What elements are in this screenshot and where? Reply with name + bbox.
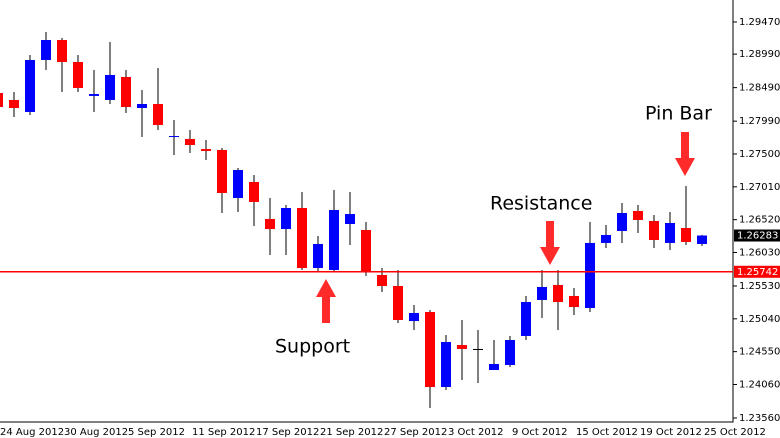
y-tick-label: 1.26030 (739, 247, 780, 258)
candle-body (137, 103, 147, 109)
y-tick-label: 1.27990 (739, 116, 780, 127)
x-tick-label: 9 Oct 2012 (512, 427, 567, 438)
x-tick-label: 24 Aug 2012 (0, 427, 64, 438)
candle-body (313, 243, 323, 269)
arrow-down (540, 221, 560, 265)
x-tick-label: 5 Sep 2012 (128, 427, 185, 438)
y-tick-label: 1.25530 (739, 281, 780, 292)
candle-body (633, 211, 643, 220)
candle-body (409, 312, 419, 322)
candle-body (25, 59, 35, 112)
y-tick-label: 1.27500 (739, 149, 780, 160)
x-tick-label: 25 Oct 2012 (704, 427, 766, 438)
candle-body (105, 74, 115, 100)
annotation: Pin Bar (645, 103, 712, 125)
candle-body (489, 363, 499, 371)
x-tick-label: 15 Oct 2012 (576, 427, 638, 438)
candle-body (665, 222, 675, 243)
candle-body (297, 207, 307, 269)
candle-body (553, 284, 563, 302)
y-tick-label: 1.24550 (739, 347, 780, 358)
candle-body (217, 149, 227, 193)
arrow-down (675, 132, 695, 176)
price-label: 1.26283 (737, 231, 778, 242)
candle-body (377, 274, 387, 286)
candle-body (41, 40, 51, 60)
x-tick-label: 3 Oct 2012 (448, 427, 503, 438)
candle-body (505, 339, 515, 365)
y-tick-label: 1.29470 (739, 17, 780, 28)
y-tick-label: 1.28990 (739, 49, 780, 60)
candle-body (265, 218, 275, 230)
candle-body (9, 99, 19, 109)
candle-body (457, 345, 467, 349)
candle-body (57, 40, 67, 62)
candle-body (585, 242, 595, 309)
candle-body (569, 295, 579, 308)
candle-body (681, 228, 691, 242)
candle-body (649, 220, 659, 241)
annotation: Support (275, 336, 350, 358)
annotation: Resistance (490, 193, 592, 215)
candle-body (249, 181, 259, 202)
y-tick-label: 1.23560 (739, 413, 780, 424)
candle-body (201, 149, 211, 151)
arrows (316, 132, 695, 323)
y-tick-label: 1.28490 (739, 83, 780, 94)
plot-frame (0, 0, 734, 423)
x-tick-label: 21 Sep 2012 (320, 427, 383, 438)
y-tick-label: 1.25040 (739, 314, 780, 325)
candle-body (521, 301, 531, 336)
level-label: 1.25742 (737, 267, 778, 278)
x-tick-label: 11 Sep 2012 (192, 427, 255, 438)
candle-body (329, 209, 339, 270)
candle-body (121, 76, 131, 108)
level-label-box (734, 265, 780, 278)
x-tick-label: 17 Sep 2012 (256, 427, 319, 438)
y-tick-label: 1.26520 (739, 215, 780, 226)
candle-body (537, 286, 547, 300)
candle-body (169, 136, 179, 138)
x-tick-label: 19 Oct 2012 (640, 427, 702, 438)
candle-body (281, 207, 291, 230)
candle-body (233, 169, 243, 199)
y-tick-label: 1.24060 (739, 379, 780, 390)
candle-body (393, 285, 403, 321)
x-tick-label: 27 Sep 2012 (384, 427, 447, 438)
plot (0, 31, 707, 408)
candle-body (473, 348, 483, 350)
x-tick-label: 30 Aug 2012 (64, 427, 128, 438)
candle-body (441, 341, 451, 388)
price-label-box (734, 229, 780, 242)
candle-body (697, 235, 707, 244)
candle-body (601, 234, 611, 243)
candle-body (361, 229, 371, 272)
candle-body (153, 103, 163, 125)
candle-body (89, 94, 99, 96)
candle-body (617, 213, 627, 231)
candle-body (345, 214, 355, 224)
candle-body (425, 311, 435, 388)
candle-body (73, 61, 83, 88)
candle-body (185, 138, 195, 145)
y-tick-label: 1.27010 (739, 182, 780, 193)
candle-body (0, 93, 3, 108)
arrow-up (316, 279, 336, 323)
